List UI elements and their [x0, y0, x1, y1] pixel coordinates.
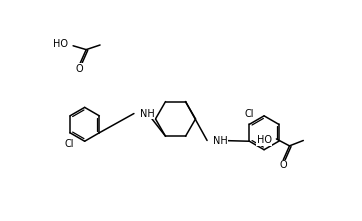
Text: HO: HO [257, 135, 272, 145]
Text: NH: NH [140, 109, 155, 118]
Text: O: O [75, 64, 83, 74]
Text: O: O [279, 160, 287, 170]
Text: NH: NH [213, 136, 228, 146]
Text: Cl: Cl [245, 109, 254, 118]
Text: Cl: Cl [64, 139, 74, 149]
Text: HO: HO [53, 39, 68, 49]
